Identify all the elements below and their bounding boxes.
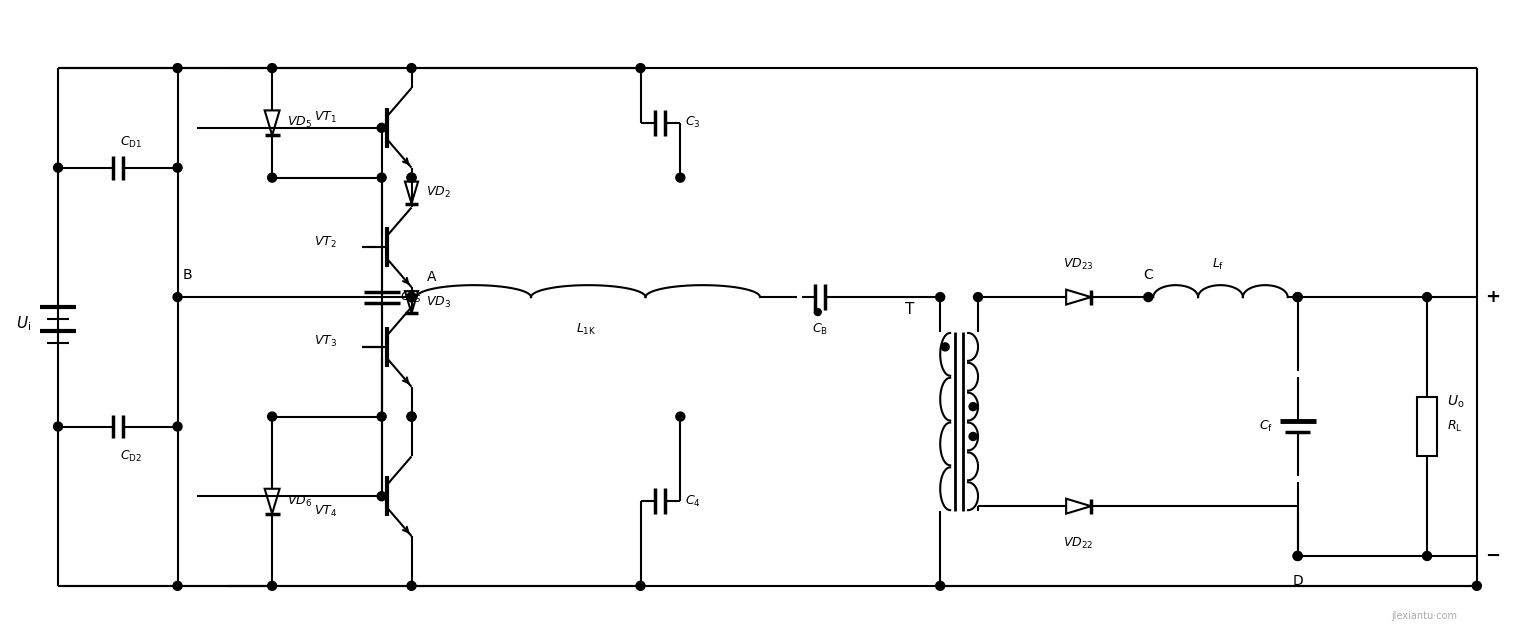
Text: $VD_6$: $VD_6$	[287, 494, 313, 509]
Circle shape	[407, 292, 416, 301]
Circle shape	[173, 582, 182, 590]
Circle shape	[407, 412, 416, 421]
Circle shape	[407, 582, 416, 590]
Circle shape	[267, 64, 276, 73]
Circle shape	[407, 412, 416, 421]
Circle shape	[407, 173, 416, 182]
Text: −: −	[1485, 547, 1500, 565]
Circle shape	[969, 433, 977, 440]
Text: $C_\mathrm{f}$: $C_\mathrm{f}$	[1259, 419, 1273, 434]
Circle shape	[267, 412, 276, 421]
Text: $VT_1$: $VT_1$	[314, 110, 337, 125]
Circle shape	[1292, 292, 1302, 301]
Circle shape	[1292, 552, 1302, 561]
Text: A: A	[426, 270, 435, 284]
Text: $C_\mathrm{D2}$: $C_\mathrm{D2}$	[120, 448, 143, 464]
Circle shape	[267, 173, 276, 182]
Text: $VD_{22}$: $VD_{22}$	[1063, 536, 1094, 551]
Circle shape	[1423, 292, 1432, 301]
Circle shape	[53, 163, 62, 172]
Text: jlexiantu·com: jlexiantu·com	[1391, 611, 1456, 620]
Circle shape	[1292, 552, 1302, 561]
Text: $VD_{23}$: $VD_{23}$	[1063, 257, 1094, 272]
Text: $C_\mathrm{B}$: $C_\mathrm{B}$	[812, 322, 828, 337]
Circle shape	[941, 343, 950, 351]
Circle shape	[378, 124, 387, 132]
Text: $VD_5$: $VD_5$	[287, 115, 313, 131]
Text: $L_\mathrm{f}$: $L_\mathrm{f}$	[1212, 257, 1224, 272]
Circle shape	[378, 412, 387, 421]
Text: $VT_3$: $VT_3$	[314, 334, 337, 350]
Text: T: T	[904, 302, 915, 317]
Circle shape	[407, 292, 416, 301]
Text: D: D	[1292, 574, 1303, 588]
Text: $U_\mathrm{i}$: $U_\mathrm{i}$	[15, 315, 30, 333]
Text: $C_\mathrm{D1}$: $C_\mathrm{D1}$	[120, 134, 143, 150]
Text: $C_{SS}$: $C_{SS}$	[399, 290, 422, 304]
Text: $VD_2$: $VD_2$	[426, 185, 451, 200]
Text: $VD_3$: $VD_3$	[426, 294, 452, 310]
Text: $U_\mathrm{o}$: $U_\mathrm{o}$	[1447, 394, 1464, 410]
Circle shape	[677, 412, 684, 421]
Circle shape	[173, 163, 182, 172]
Circle shape	[53, 422, 62, 431]
Circle shape	[378, 173, 387, 182]
Text: $VT_2$: $VT_2$	[314, 235, 337, 250]
Circle shape	[267, 582, 276, 590]
Circle shape	[936, 582, 945, 590]
Circle shape	[636, 582, 645, 590]
Circle shape	[1292, 292, 1302, 301]
Text: B: B	[182, 268, 193, 282]
Circle shape	[677, 173, 684, 182]
Circle shape	[173, 422, 182, 431]
Circle shape	[974, 292, 983, 301]
Text: C: C	[1144, 268, 1153, 282]
Circle shape	[969, 403, 977, 411]
Text: $C_3$: $C_3$	[686, 115, 701, 131]
Bar	[1417, 397, 1437, 456]
Text: $L_\mathrm{1K}$: $L_\mathrm{1K}$	[575, 322, 596, 337]
Circle shape	[936, 292, 945, 301]
Circle shape	[173, 292, 182, 301]
Text: +: +	[1485, 288, 1500, 306]
Circle shape	[815, 308, 821, 315]
Circle shape	[1144, 292, 1153, 301]
Circle shape	[407, 292, 416, 301]
Circle shape	[1473, 582, 1481, 590]
Text: $VT_4$: $VT_4$	[314, 504, 337, 519]
Circle shape	[636, 64, 645, 73]
Text: $R_\mathrm{L}$: $R_\mathrm{L}$	[1447, 419, 1462, 434]
Circle shape	[407, 173, 416, 182]
Circle shape	[378, 492, 387, 501]
Circle shape	[173, 64, 182, 73]
Text: $C_4$: $C_4$	[686, 494, 701, 509]
Circle shape	[1423, 552, 1432, 561]
Circle shape	[407, 64, 416, 73]
